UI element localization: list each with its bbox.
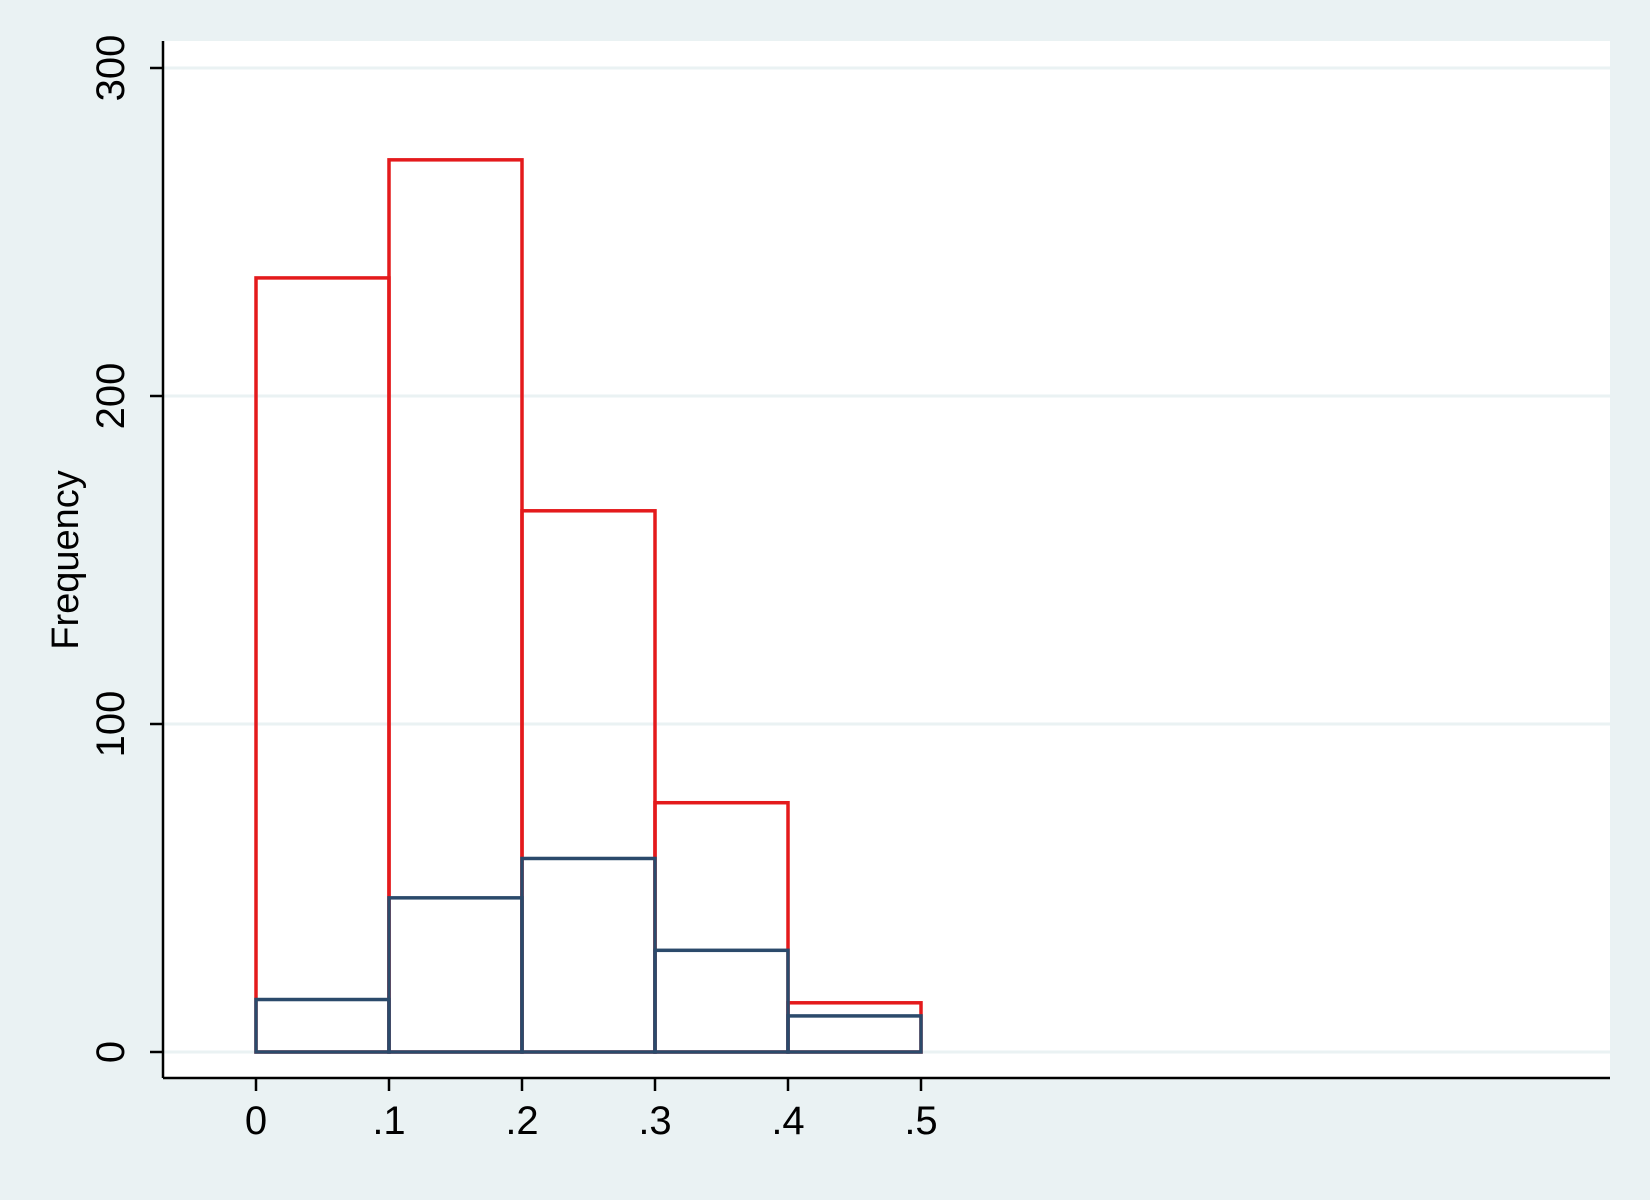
series-1-bar-3 [653,948,790,1054]
x-tick-label-3: .3 [638,1099,671,1143]
y-tick-label-2: 200 [89,363,133,430]
x-tick-label-1: .1 [372,1099,405,1143]
x-tick-label-2: .2 [505,1099,538,1143]
histogram-bars [254,158,923,1054]
x-tick-label-5: .5 [904,1099,937,1143]
y-tick-label-0: 0 [89,1041,133,1063]
axes [161,41,1610,1080]
y-tick-label-3: 300 [89,35,133,102]
plot-area [163,41,1610,1078]
x-tick-label-0: 0 [245,1099,267,1143]
y-tick-label-1: 100 [89,691,133,758]
tick-labels: 0 100 200 300 0 .1 .2 .3 .4 .5 [89,35,938,1143]
x-tick-label-4: .4 [771,1099,804,1143]
series-1-bar-4 [786,1014,923,1054]
y-axis-title: Frequency [45,470,87,650]
